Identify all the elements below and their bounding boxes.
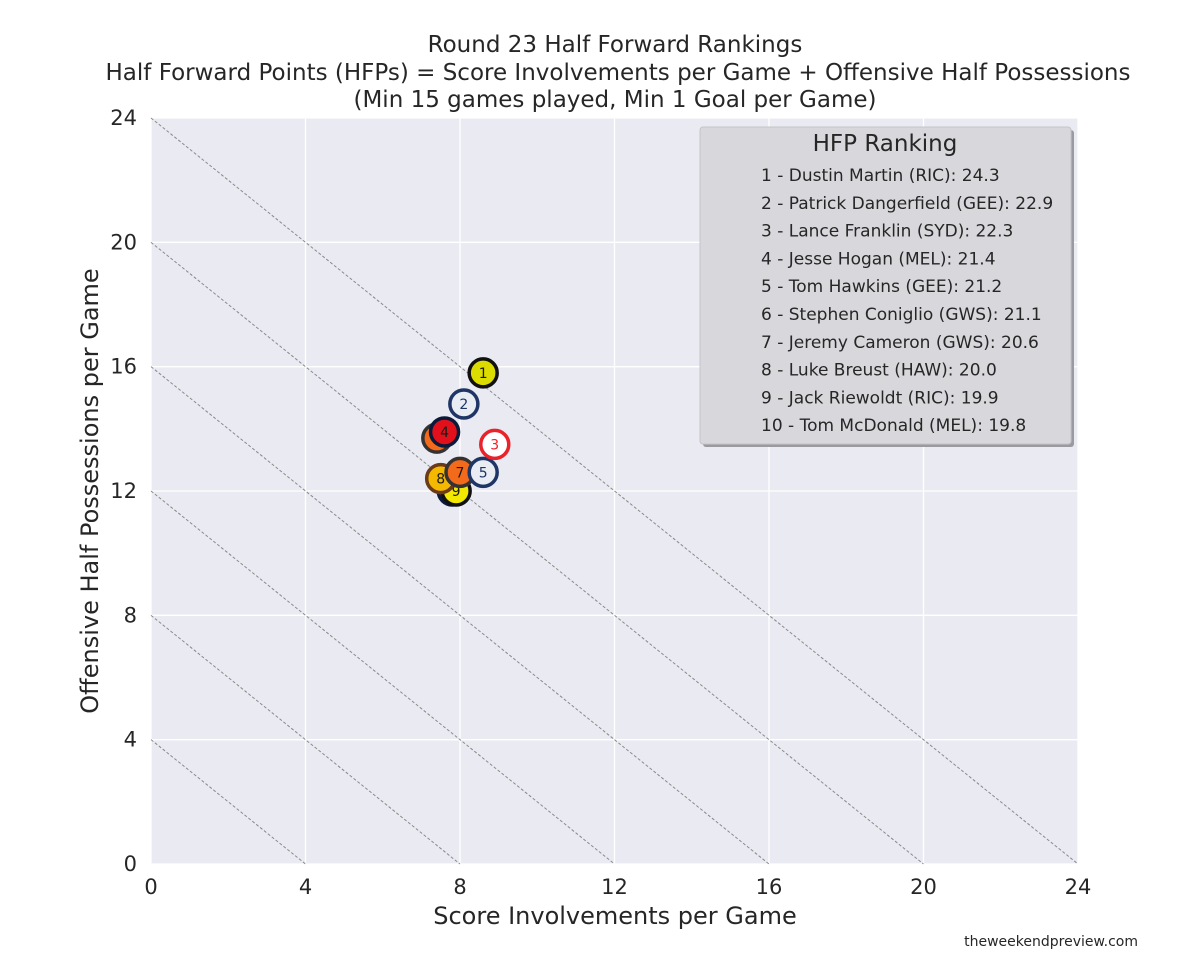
y-axis-ticks: 0 4 8 12 16 20 24: [110, 106, 137, 876]
y-axis-label: Offensive Half Possessions per Game: [76, 268, 104, 713]
data-point-label: 1: [479, 366, 488, 382]
chart-subtitle: Half Forward Points (HFPs) = Score Invol…: [106, 60, 1131, 86]
x-tick-label: 24: [1065, 875, 1092, 899]
y-tick-label: 20: [110, 230, 137, 254]
x-axis-label: Score Involvements per Game: [433, 902, 797, 930]
reference-line: [150, 241, 924, 865]
reference-line: [150, 490, 615, 865]
reference-line: [150, 614, 461, 865]
chart-title: Round 23 Half Forward Rankings: [428, 32, 803, 58]
data-point-label: 8: [436, 472, 445, 488]
data-point-marker: [448, 388, 480, 420]
data-point: 5: [467, 456, 499, 489]
data-point-marker: [467, 456, 499, 489]
legend: HFP Ranking 1 - Dustin Martin (RIC): 24.…: [699, 126, 1074, 447]
legend-entry: 5 - Tom Hawkins (GEE): 21.2: [761, 277, 1002, 297]
data-point-label: 9: [452, 484, 461, 500]
source-credit: theweekendpreview.com: [964, 934, 1138, 950]
y-tick-label: 8: [124, 603, 137, 627]
data-point-label: 4: [440, 425, 449, 441]
y-tick-label: 12: [110, 479, 137, 503]
x-axis-ticks: 0 4 8 12 16 20 24: [144, 875, 1091, 899]
legend-entry: 6 - Stephen Coniglio (GWS): 21.1: [761, 305, 1042, 325]
legend-entry: 7 - Jeremy Cameron (GWS): 20.6: [761, 333, 1039, 353]
legend-entry: 10 - Tom McDonald (MEL): 19.8: [761, 416, 1026, 436]
legend-entry: 9 - Jack Riewoldt (RIC): 19.9: [761, 388, 999, 408]
legend-entry: 8 - Luke Breust (HAW): 20.0: [761, 361, 997, 381]
x-tick-label: 8: [453, 875, 466, 899]
legend-entries: 1 - Dustin Martin (RIC): 24.3 2 - Patrick…: [761, 166, 1053, 436]
data-point-label: 5: [479, 465, 488, 481]
data-point-marker: [479, 428, 511, 461]
legend-title: HFP Ranking: [813, 131, 958, 157]
x-tick-label: 12: [601, 875, 628, 899]
data-point-label: 7: [456, 465, 465, 481]
reference-line: [150, 366, 770, 865]
x-tick-label: 20: [910, 875, 937, 899]
y-tick-label: 24: [110, 106, 137, 130]
x-tick-label: 4: [299, 875, 312, 899]
x-tick-label: 16: [756, 875, 783, 899]
chart-subtitle-2: (Min 15 games played, Min 1 Goal per Gam…: [353, 87, 876, 113]
reference-lines: [150, 117, 1079, 865]
data-point-marker: [467, 357, 499, 389]
y-tick-label: 16: [110, 355, 137, 379]
legend-entry: 2 - Patrick Dangerfield (GEE): 22.9: [761, 194, 1053, 214]
legend-entry: 3 - Lance Franklin (SYD): 22.3: [761, 222, 1013, 242]
data-point-marker: [428, 416, 461, 448]
data-points: 10987654321: [421, 357, 511, 507]
data-point: 1: [467, 357, 499, 389]
data-point-label: 2: [459, 397, 468, 413]
data-point: 4: [428, 416, 461, 448]
data-point: 2: [448, 388, 480, 420]
reference-line: [150, 117, 1079, 865]
data-point-label: 3: [490, 437, 499, 453]
data-point: 3: [479, 428, 511, 461]
legend-entry: 4 - Jesse Hogan (MEL): 21.4: [761, 249, 996, 269]
legend-entry: 1 - Dustin Martin (RIC): 24.3: [761, 166, 1000, 186]
reference-line: [150, 739, 306, 865]
y-tick-label: 4: [124, 728, 137, 752]
x-tick-label: 0: [144, 875, 157, 899]
legend-box: [699, 126, 1072, 445]
y-tick-label: 0: [124, 852, 137, 876]
